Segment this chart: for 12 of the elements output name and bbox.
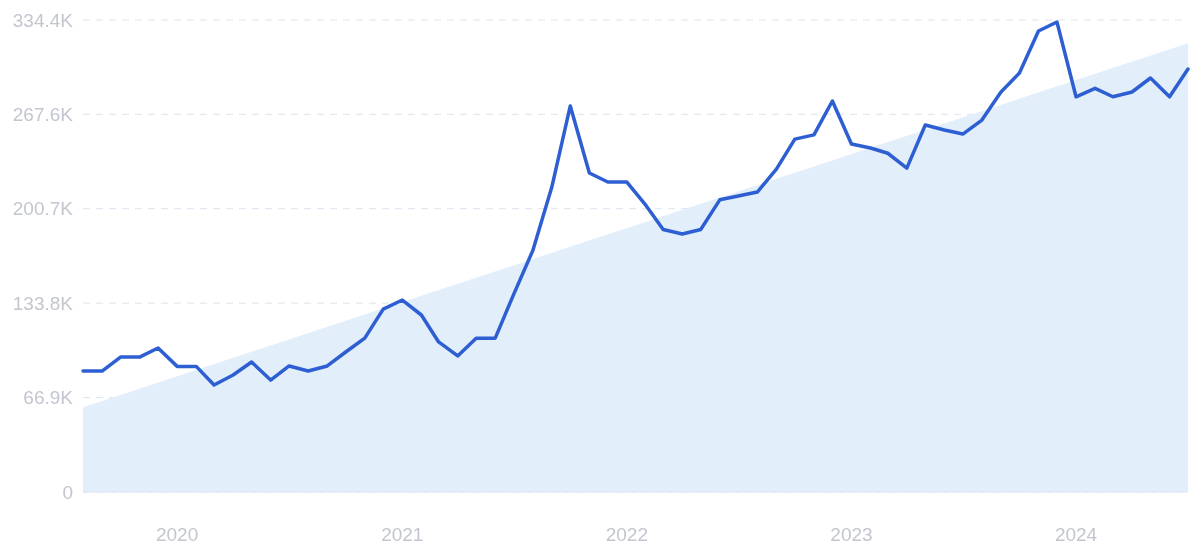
y-tick-label: 133.8K: [12, 292, 74, 314]
y-tick-label: 200.7K: [12, 198, 74, 220]
y-tick-label: 66.9K: [23, 387, 74, 409]
x-tick-label: 2020: [155, 524, 199, 545]
y-tick-label: 0: [62, 481, 73, 503]
y-tick-label: 267.6K: [12, 103, 74, 125]
line-series: [81, 20, 1190, 387]
x-tick-label: 2022: [605, 524, 649, 545]
y-tick-label: 334.4K: [12, 9, 74, 31]
x-tick-label: 2021: [381, 524, 424, 545]
x-tick-label: 2024: [1054, 524, 1098, 545]
x-tick-label: 2023: [830, 524, 873, 545]
